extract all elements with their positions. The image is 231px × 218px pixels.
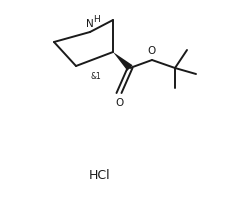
Text: &1: &1 xyxy=(90,72,101,81)
Text: H: H xyxy=(93,15,99,24)
Text: N: N xyxy=(86,19,94,29)
Text: O: O xyxy=(148,46,156,56)
Polygon shape xyxy=(113,52,133,71)
Text: O: O xyxy=(115,98,123,108)
Text: HCl: HCl xyxy=(89,169,111,182)
